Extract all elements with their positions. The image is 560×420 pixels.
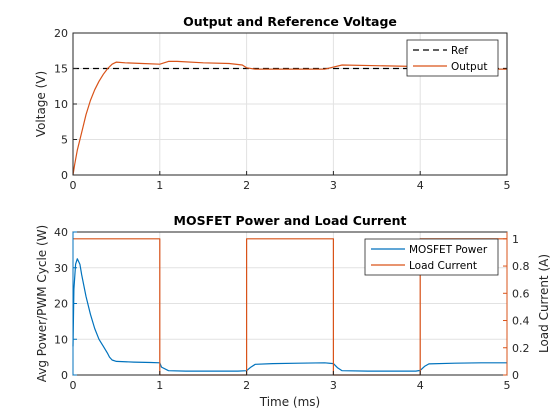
chart-panel-1: 0 1 2 3 4 5 0 5 10 15 20 Output and Reference Volta… <box>34 14 511 192</box>
legend-entry: Output <box>451 61 487 73</box>
legend: Ref Output <box>406 39 499 77</box>
x-tick-label: 5 <box>504 179 511 192</box>
chart-title: MOSFET Power and Load Current <box>174 213 407 228</box>
series-line-2 <box>72 60 507 176</box>
series-line-1 <box>72 258 507 372</box>
y-tick-label: 30 <box>54 262 68 275</box>
y2-tick-label: 0 <box>512 369 519 382</box>
x-tick-label: 2 <box>243 179 250 192</box>
y-tick-label: 0 <box>61 369 68 382</box>
x-tick-label: 5 <box>504 379 511 392</box>
x-tick-label: 2 <box>243 379 250 392</box>
y-tick-label: 15 <box>54 63 68 76</box>
y-tick-label: 5 <box>61 134 68 147</box>
x-tick-label: 1 <box>156 379 163 392</box>
x-tick-label: 4 <box>417 379 424 392</box>
y2-tick-label: 1 <box>512 233 519 246</box>
legend-entry: Load Current <box>409 260 477 272</box>
y2-tick-label: 0.6 <box>512 287 530 300</box>
y-axis-label: Avg Power/PWM Cycle (W) <box>35 225 49 382</box>
legend: MOSFET Power Load Current <box>364 238 499 276</box>
y2-tick-label: 0.2 <box>512 342 530 355</box>
y-tick-label: 10 <box>54 98 68 111</box>
y-tick-label: 40 <box>54 226 68 239</box>
legend-entry: MOSFET Power <box>409 244 488 256</box>
x-tick-label: 0 <box>70 379 77 392</box>
legend-box <box>364 238 499 276</box>
y-axis-label: Voltage (V) <box>34 71 48 137</box>
y-tick-label: 10 <box>54 333 68 346</box>
y2-tick-label: 0.4 <box>512 315 530 328</box>
legend-entry: Ref <box>451 45 468 57</box>
y2-tick-label: 0.8 <box>512 260 530 273</box>
chart-title: Output and Reference Voltage <box>183 14 397 29</box>
x-tick-label: 0 <box>70 179 77 192</box>
x-tick-label: 4 <box>417 179 424 192</box>
y-tick-label: 20 <box>54 27 68 40</box>
x-tick-label: 3 <box>330 179 337 192</box>
x-tick-label: 1 <box>156 179 163 192</box>
x-tick-label: 3 <box>330 379 337 392</box>
y2-axis-label: Load Current (A) <box>537 254 551 353</box>
legend-box <box>406 39 499 77</box>
y-tick-label: 20 <box>54 298 68 311</box>
y-tick-label: 0 <box>61 169 68 182</box>
x-axis-label: Time (ms) <box>259 395 321 409</box>
series-line-2 <box>73 238 507 376</box>
